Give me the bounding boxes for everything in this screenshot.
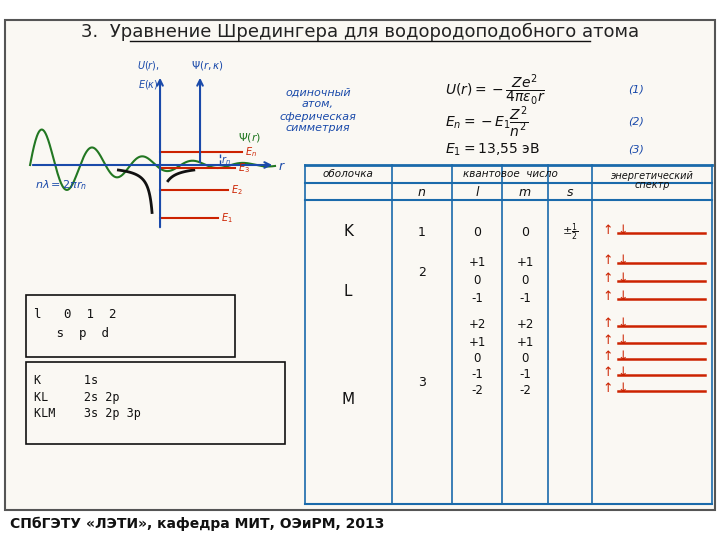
Text: 3: 3 (418, 375, 426, 388)
Text: $\uparrow\downarrow$: $\uparrow\downarrow$ (600, 349, 628, 363)
Text: (3): (3) (628, 145, 644, 155)
Text: $\uparrow\downarrow$: $\uparrow\downarrow$ (600, 381, 628, 395)
Text: квантовое  число: квантовое число (462, 169, 557, 179)
Text: +1: +1 (516, 335, 534, 348)
Text: $U(r),$: $U(r),$ (137, 59, 159, 72)
Text: -1: -1 (471, 368, 483, 381)
Text: $E_2$: $E_2$ (231, 183, 243, 197)
Text: l   0  1  2: l 0 1 2 (34, 307, 117, 321)
Text: 2: 2 (418, 266, 426, 279)
Text: -1: -1 (519, 292, 531, 305)
Text: -1: -1 (519, 368, 531, 381)
Text: 0: 0 (473, 226, 481, 239)
Text: спектр: спектр (634, 180, 670, 190)
Text: 0: 0 (473, 273, 481, 287)
Text: $\uparrow\downarrow$: $\uparrow\downarrow$ (600, 253, 628, 267)
Text: 0: 0 (521, 226, 529, 239)
Text: KLM    3s 2p 3p: KLM 3s 2p 3p (34, 408, 141, 421)
Text: $U(r) = -\dfrac{Ze^2}{4\pi\varepsilon_0 r}$: $U(r) = -\dfrac{Ze^2}{4\pi\varepsilon_0 … (445, 72, 546, 107)
Text: (2): (2) (628, 117, 644, 127)
Text: -1: -1 (471, 292, 483, 305)
Text: одиночный: одиночный (285, 88, 351, 98)
Text: -2: -2 (471, 383, 483, 396)
Text: s: s (567, 186, 573, 199)
Text: $E(\kappa)$: $E(\kappa)$ (138, 78, 158, 91)
Text: $E_1 = 13{,}55$ эВ: $E_1 = 13{,}55$ эВ (445, 142, 540, 158)
Text: +2: +2 (468, 319, 486, 332)
Text: $r_n$: $r_n$ (221, 154, 231, 167)
Text: l: l (475, 186, 479, 199)
Text: $\uparrow\downarrow$: $\uparrow\downarrow$ (600, 223, 628, 237)
Text: сферическая: сферическая (279, 112, 356, 122)
Text: $E_1$: $E_1$ (221, 211, 233, 225)
Text: -2: -2 (519, 383, 531, 396)
Text: $\uparrow\downarrow$: $\uparrow\downarrow$ (600, 271, 628, 285)
Text: $\uparrow\downarrow$: $\uparrow\downarrow$ (600, 316, 628, 330)
Text: n: n (418, 186, 426, 199)
Text: $\pm\frac{1}{2}$: $\pm\frac{1}{2}$ (562, 221, 578, 243)
Text: $r$: $r$ (278, 160, 286, 173)
Text: $n\lambda = 2\pi r_n$: $n\lambda = 2\pi r_n$ (35, 178, 87, 192)
Text: K      1s: K 1s (34, 374, 98, 387)
Text: (1): (1) (628, 85, 644, 95)
Text: атом,: атом, (302, 99, 334, 109)
Text: $\uparrow\downarrow$: $\uparrow\downarrow$ (600, 289, 628, 303)
FancyBboxPatch shape (26, 295, 235, 357)
Text: +1: +1 (516, 255, 534, 268)
Text: +1: +1 (468, 255, 486, 268)
Text: $\Psi(r,\kappa)$: $\Psi(r,\kappa)$ (191, 59, 223, 72)
Text: M: M (341, 393, 354, 408)
Text: оболочка: оболочка (323, 169, 374, 179)
Text: $\uparrow\downarrow$: $\uparrow\downarrow$ (600, 333, 628, 347)
Text: m: m (519, 186, 531, 199)
Text: 0: 0 (521, 273, 528, 287)
Text: s  p  d: s p d (34, 327, 109, 340)
Text: 1: 1 (418, 226, 426, 239)
Text: +2: +2 (516, 319, 534, 332)
Text: 3.  Уравнение Шредингера для водородоподобного атома: 3. Уравнение Шредингера для водородоподо… (81, 23, 639, 41)
Text: 0: 0 (521, 352, 528, 365)
Text: KL     2s 2p: KL 2s 2p (34, 390, 120, 403)
Text: 0: 0 (473, 352, 481, 365)
Text: энергетический: энергетический (611, 171, 693, 181)
Text: +1: +1 (468, 335, 486, 348)
Text: симметрия: симметрия (286, 123, 351, 133)
Text: СПбГЭТУ «ЛЭТИ», кафедра МИТ, ОЭиРМ, 2013: СПбГЭТУ «ЛЭТИ», кафедра МИТ, ОЭиРМ, 2013 (10, 517, 384, 531)
Text: K: K (343, 225, 353, 240)
Text: L: L (343, 285, 352, 300)
FancyBboxPatch shape (26, 362, 285, 444)
Text: $\uparrow\downarrow$: $\uparrow\downarrow$ (600, 365, 628, 379)
Text: $\Psi(r)$: $\Psi(r)$ (238, 132, 261, 145)
Text: $E_n = -E_1\dfrac{Z^2}{n^2}$: $E_n = -E_1\dfrac{Z^2}{n^2}$ (445, 104, 528, 140)
Text: $E_n$: $E_n$ (245, 145, 257, 159)
Text: $E_3$: $E_3$ (238, 161, 250, 175)
